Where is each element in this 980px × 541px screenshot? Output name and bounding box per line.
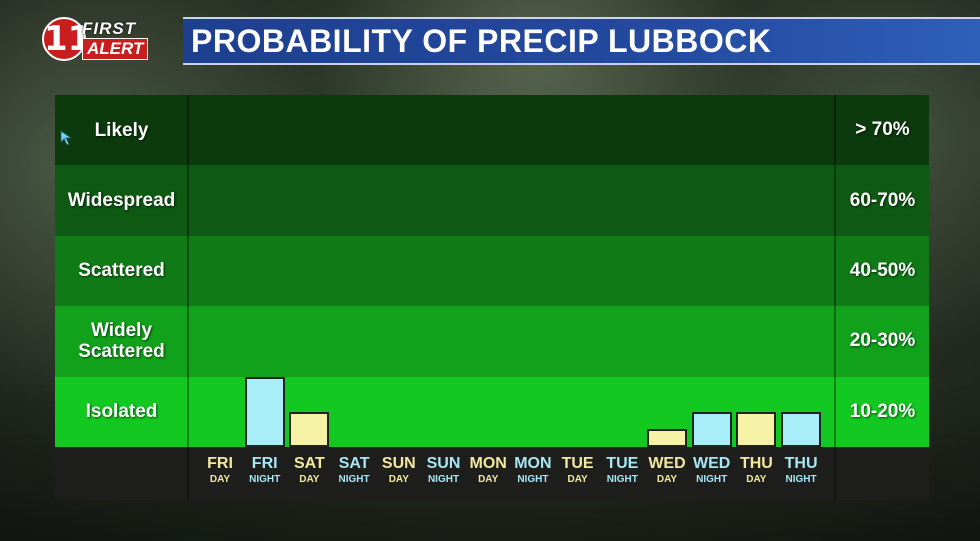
axis-period-text: DAY [656, 474, 678, 485]
axis-label-sun-day: SUN DAY [377, 455, 421, 487]
title-bar: PROBABILITY OF PRECIP LUBBOCK [183, 17, 980, 65]
axis-day-text: FRI [207, 455, 233, 472]
logo-first: FIRST [82, 19, 137, 38]
axis-label-fri-day: FRI DAY [198, 455, 242, 487]
axis-day-text: SUN [381, 455, 416, 472]
bar-thu-night [781, 411, 822, 447]
logo-alert: ALERT [82, 38, 149, 60]
band-widespread: Widespread 60-70% [55, 165, 929, 236]
axis-label-tue-day: TUE DAY [556, 455, 600, 487]
axis-period-text: NIGHT [606, 474, 638, 485]
left-divider [187, 95, 189, 500]
band-scattered: Scattered 40-50% [55, 235, 929, 307]
axis-period-text: NIGHT [785, 474, 817, 485]
bar-sat-day [289, 411, 330, 447]
axis-day-text: TUE [606, 455, 639, 472]
axis-label-mon-night: MON NIGHT [511, 455, 555, 487]
axis-period-text: DAY [478, 474, 499, 485]
band-label-widely-scattered: Widely Scattered [78, 320, 165, 363]
axis-day-text: THU [784, 455, 818, 472]
station-logo: 11 FIRST ALERT [42, 17, 170, 65]
axis-label-wed-night: WED NIGHT [690, 455, 734, 487]
band-label-isolated: Isolated [85, 401, 158, 423]
axis-day-text: SUN [426, 455, 461, 472]
bar-fri-night [244, 376, 285, 447]
axis-period-text: NIGHT [338, 474, 370, 485]
axis-period-text: DAY [746, 474, 767, 485]
axis-day-text: FRI [251, 455, 278, 472]
axis-day-text: SAT [293, 455, 325, 472]
bar-thu-day [736, 411, 777, 447]
axis-label-sat-night: SAT NIGHT [332, 455, 376, 487]
axis-period-text: DAY [388, 474, 409, 485]
axis-label-mon-day: MON DAY [466, 455, 510, 487]
day-axis [55, 447, 929, 500]
axis-label-sun-night: SUN NIGHT [422, 455, 466, 487]
axis-day-text: SAT [338, 455, 370, 472]
band-range-scattered: 40-50% [849, 259, 916, 281]
band-range-widely-scattered: 20-30% [849, 330, 916, 352]
axis-label-sat-day: SAT DAY [287, 455, 331, 487]
axis-day-text: THU [739, 455, 773, 472]
band-label-widespread: Widespread [67, 190, 176, 212]
band-label-scattered: Scattered [78, 260, 165, 282]
band-range-isolated: 10-20% [849, 400, 916, 422]
band-range-likely: > 70% [855, 119, 910, 141]
axis-day-text: WED [693, 455, 731, 472]
axis-day-text: MON [469, 455, 507, 472]
axis-label-wed-day: WED DAY [645, 455, 689, 487]
axis-period-text: DAY [567, 474, 588, 485]
mouse-cursor-icon [60, 130, 73, 146]
axis-period-text: NIGHT [427, 474, 460, 485]
band-label-likely: Likely [94, 119, 149, 141]
axis-period-text: DAY [299, 474, 320, 485]
axis-day-text: TUE [561, 455, 594, 472]
axis-period-text: DAY [209, 474, 231, 485]
band-widely-scattered: Widely Scattered 20-30% [55, 306, 929, 377]
chart-title: PROBABILITY OF PRECIP LUBBOCK [191, 23, 772, 59]
axis-label-thu-day: THU DAY [734, 455, 778, 487]
logo-number: 11 [42, 17, 92, 61]
axis-label-tue-night: TUE NIGHT [600, 455, 644, 487]
axis-period-text: NIGHT [249, 474, 281, 485]
axis-day-text: WED [648, 455, 686, 472]
axis-label-thu-night: THU NIGHT [779, 455, 823, 487]
right-divider [834, 95, 836, 500]
band-range-widespread: 60-70% [849, 189, 916, 211]
axis-label-fri-night: FRI NIGHT [243, 455, 287, 487]
axis-day-text: MON [514, 455, 552, 472]
axis-period-text: NIGHT [696, 474, 728, 485]
band-likely: Likely > 70% [55, 95, 929, 166]
bar-wed-day [647, 429, 687, 447]
bar-wed-night [691, 411, 732, 447]
axis-period-text: NIGHT [517, 474, 549, 485]
precip-chart: Likely > 70% Widespread 60-70% Scattered… [55, 95, 929, 500]
